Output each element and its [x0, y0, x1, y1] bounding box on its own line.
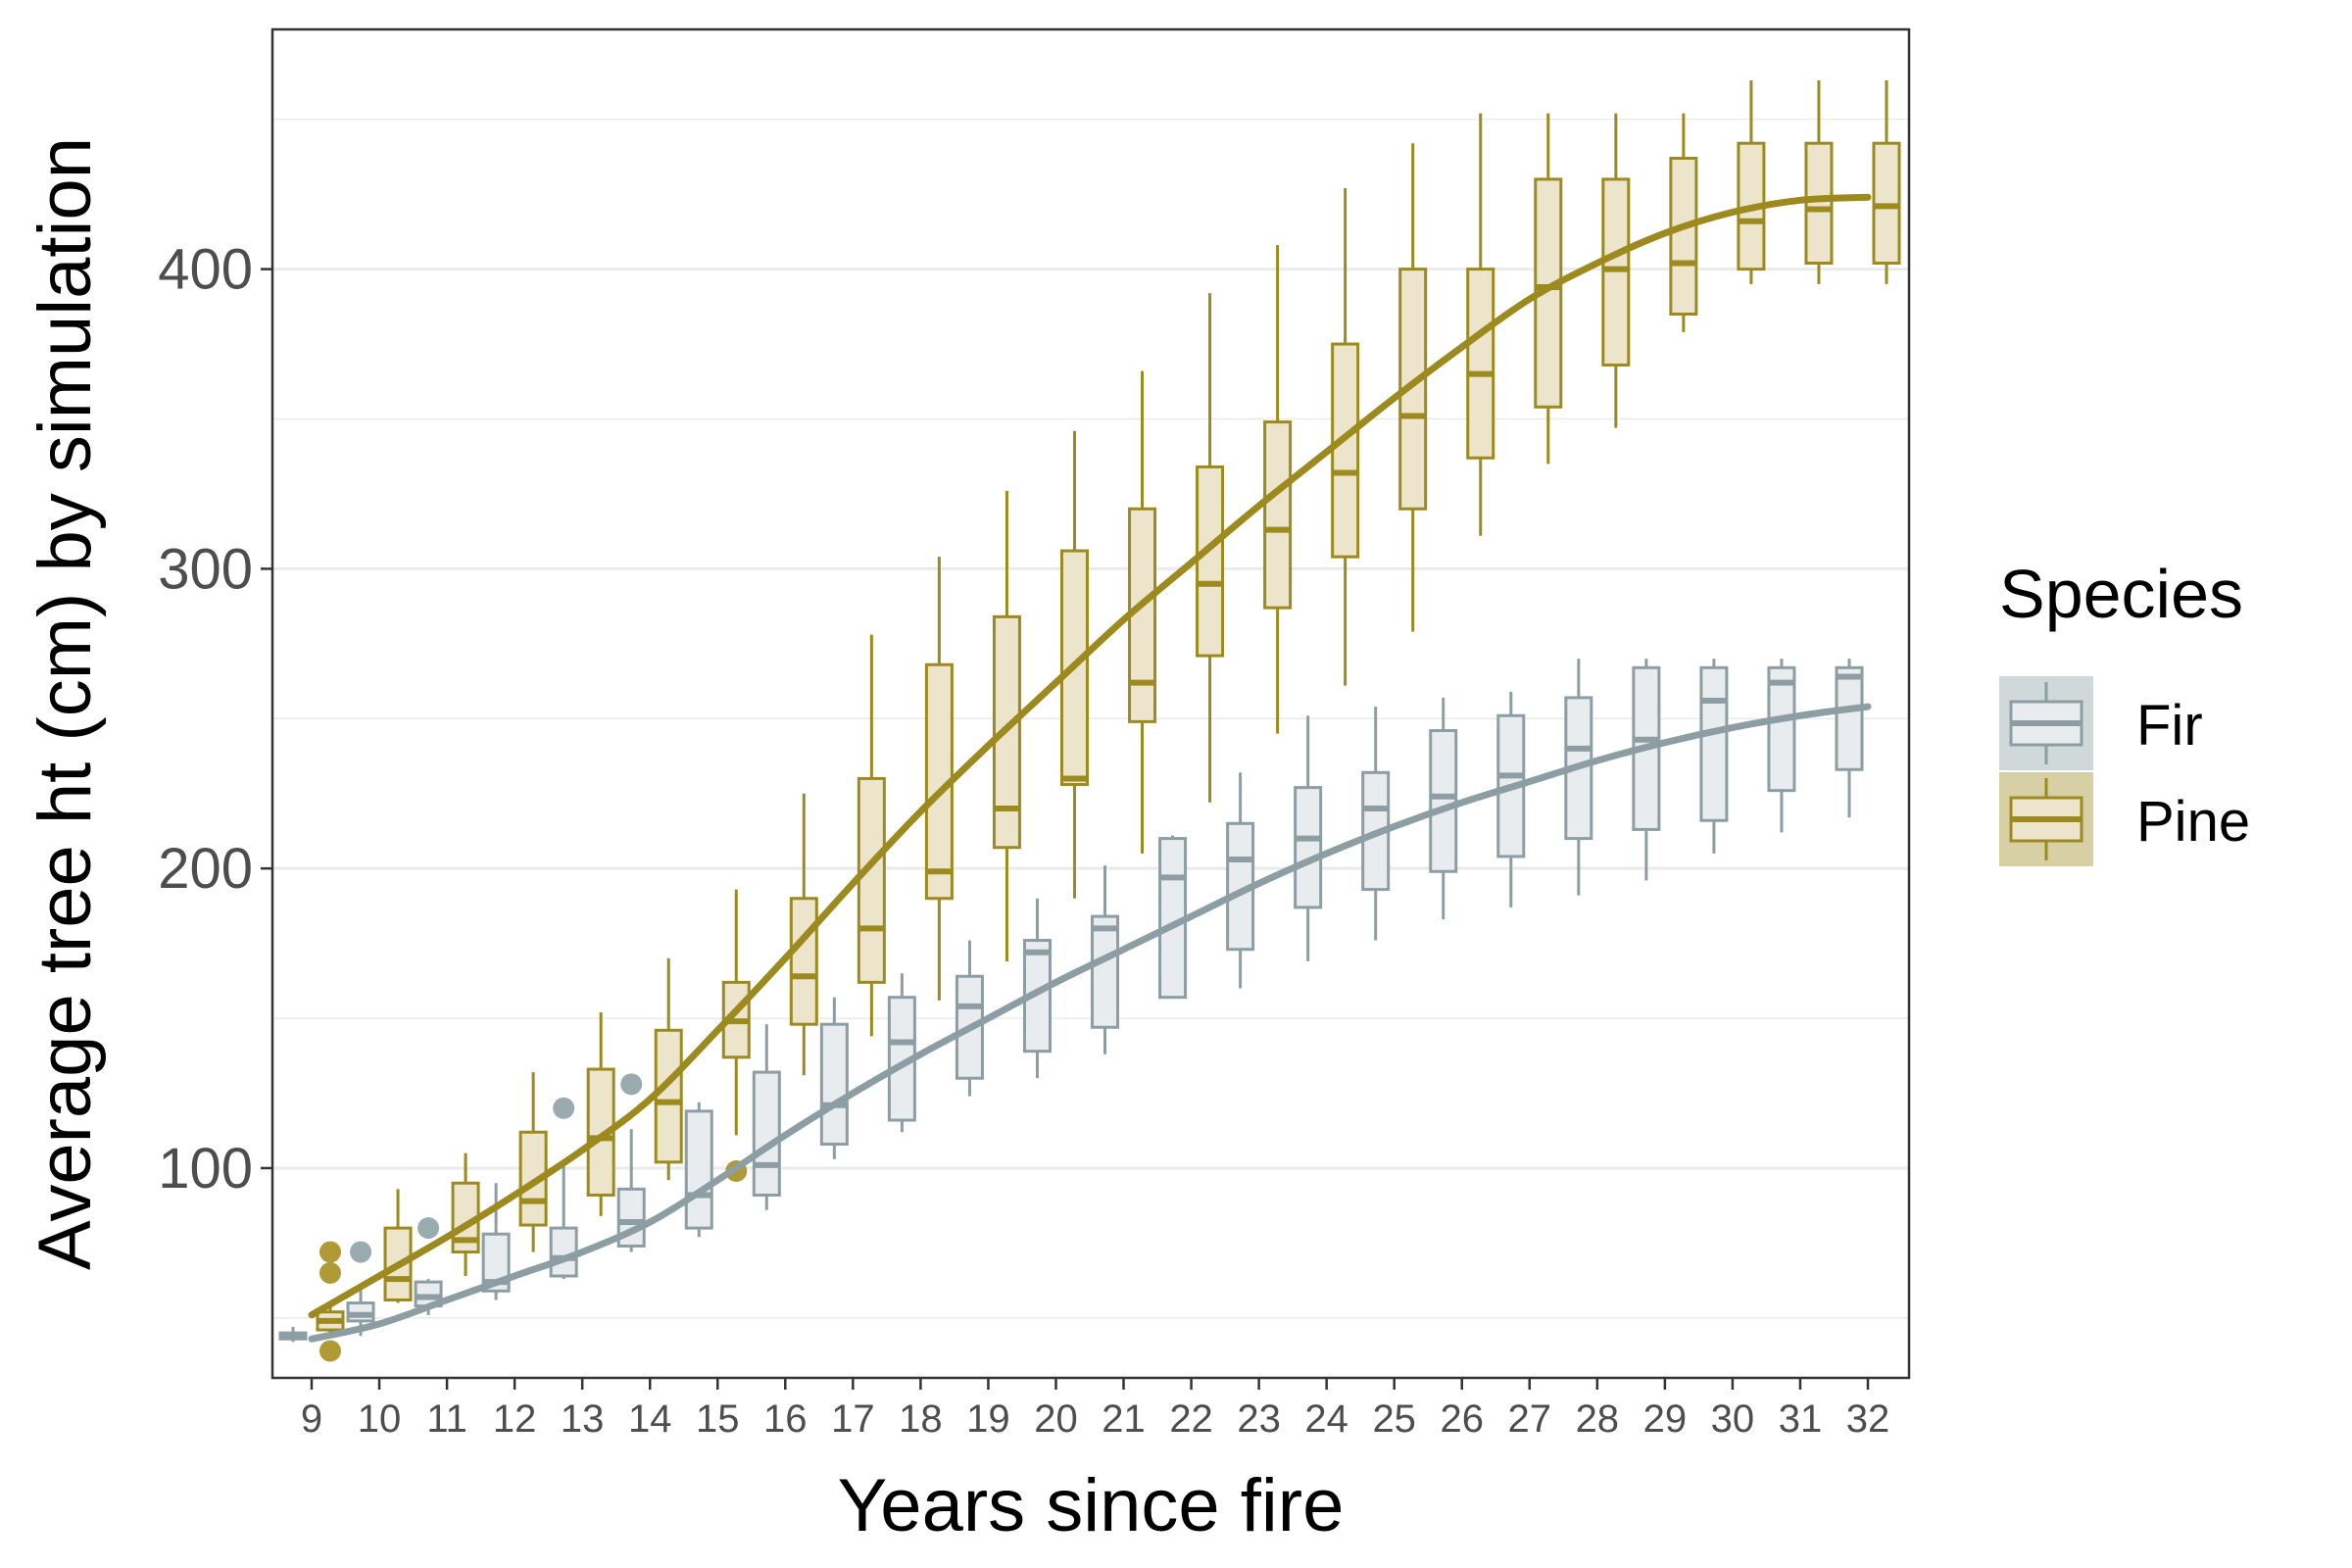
x-tick-label: 30 [1711, 1397, 1755, 1441]
fir-box [1091, 914, 1120, 1029]
y-tick-label: 100 [158, 1137, 253, 1200]
x-axis-title: Years since fire [838, 1464, 1345, 1547]
legend: Species Fir Pine [1999, 556, 2250, 866]
x-tick-label: 10 [358, 1397, 402, 1441]
pine-box [1466, 268, 1495, 460]
pine-box [789, 897, 818, 1026]
fir-box [752, 1070, 781, 1197]
pine-outlier-point [319, 1340, 341, 1362]
x-tick-label: 23 [1237, 1397, 1281, 1441]
legend-label-pine: Pine [2136, 790, 2250, 854]
x-tick-label: 14 [628, 1397, 672, 1441]
fir-box [549, 1226, 578, 1278]
x-tick-label: 32 [1846, 1397, 1890, 1441]
axes: 100 200 300 400 9 10 11 12 13 14 15 16 17 18 19 20 21 22 2… [158, 238, 1889, 1441]
fir-box [346, 1301, 375, 1323]
fir-box [1226, 821, 1255, 952]
legend-title: Species [1999, 556, 2243, 632]
fir-outlier-point [417, 1217, 440, 1240]
x-tick-label: 9 [301, 1397, 322, 1441]
x-tick-label: 26 [1440, 1397, 1484, 1441]
x-tick-label: 22 [1169, 1397, 1213, 1441]
fir-outlier-point [620, 1073, 643, 1096]
x-tick-label: 20 [1034, 1397, 1078, 1441]
fir-box [1294, 786, 1323, 909]
pine-box [654, 1028, 683, 1164]
fir-box [1699, 665, 1729, 822]
x-tick-label: 18 [899, 1397, 943, 1441]
legend-label-fir: Fir [2136, 694, 2203, 758]
fir-outlier-point [553, 1097, 575, 1119]
fir-outlier-point [350, 1241, 372, 1263]
pine-box [1331, 342, 1360, 559]
trend-lines [308, 193, 1872, 1343]
pine-box [1263, 420, 1293, 610]
x-tick-label: 11 [426, 1397, 467, 1441]
x-tick-label: 19 [966, 1397, 1010, 1441]
x-tick-label: 13 [561, 1397, 605, 1441]
boxplots [278, 79, 1901, 1362]
pine-outlier-point [319, 1241, 341, 1263]
fir-box [684, 1109, 713, 1230]
fir-box [1429, 729, 1458, 873]
y-tick-label: 200 [158, 837, 253, 901]
pine-box [1601, 177, 1631, 367]
pine-trend-line [308, 193, 1872, 1319]
legend-keys [1999, 676, 2093, 866]
x-tick-label: 15 [696, 1397, 740, 1441]
fir-trend-line [308, 703, 1872, 1343]
pine-box [1669, 156, 1698, 316]
x-tick-label: 24 [1304, 1397, 1348, 1441]
fir-box [1767, 665, 1796, 793]
y-tick-label: 400 [158, 238, 253, 302]
x-tick-label: 21 [1102, 1397, 1146, 1441]
pine-outlier-point [319, 1261, 341, 1284]
x-tick-label: 16 [763, 1397, 808, 1441]
x-tick-label: 31 [1779, 1397, 1823, 1441]
fir-box [819, 1022, 849, 1146]
pine-box [1804, 141, 1834, 266]
x-tick-label: 12 [493, 1397, 537, 1441]
x-tick-label: 25 [1372, 1397, 1416, 1441]
pine-box [1872, 141, 1901, 266]
x-tick-label: 17 [831, 1397, 875, 1441]
plot-panel-border [270, 27, 1911, 1380]
y-axis-title: Average tree ht (cm) by simulation [24, 137, 107, 1270]
x-tick-label: 28 [1576, 1397, 1620, 1441]
pine-box [1196, 465, 1225, 658]
fir-box [1835, 665, 1864, 771]
pine-box [857, 776, 886, 984]
x-tick-label: 27 [1508, 1397, 1552, 1441]
y-tick-label: 300 [158, 537, 253, 601]
x-tick-label: 29 [1643, 1397, 1688, 1441]
